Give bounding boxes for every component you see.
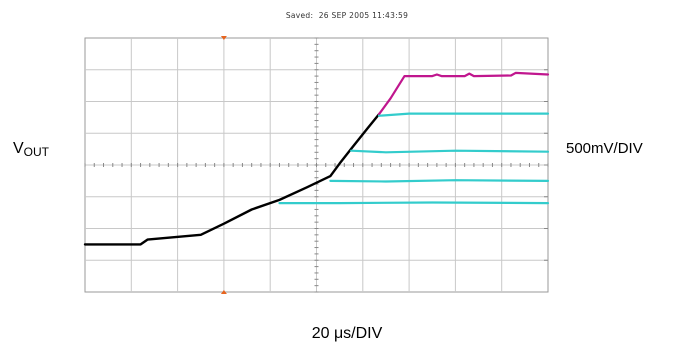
trigger-marker-bottom [220, 290, 227, 294]
saved-label: Saved: [285, 11, 314, 20]
trigger-marker-top [220, 36, 227, 40]
waveform-trace-4 [350, 149, 550, 154]
waveform-trace-6 [278, 201, 550, 205]
saved-timestamp-caption: Saved: 26 SEP 2005 11:43:59 [0, 11, 694, 20]
waveform-trace-1 [83, 113, 381, 246]
vertical-scale-label: 500mV/DIV [566, 140, 643, 157]
waveform-trace-5 [329, 179, 550, 183]
saved-datetime: 26 SEP 2005 11:43:59 [318, 11, 409, 20]
y-axis-label-main: V [13, 140, 24, 157]
y-axis-label: VOUT [13, 140, 49, 159]
axis-ticks [84, 37, 549, 293]
waveform-trace-3 [377, 112, 550, 117]
waveforms [83, 71, 550, 246]
y-axis-label-sub: OUT [23, 145, 50, 159]
trigger-markers [220, 36, 227, 294]
horizontal-scale-label: 20 μs/DIV [311, 325, 383, 342]
waveform-trace-2 [377, 71, 550, 116]
